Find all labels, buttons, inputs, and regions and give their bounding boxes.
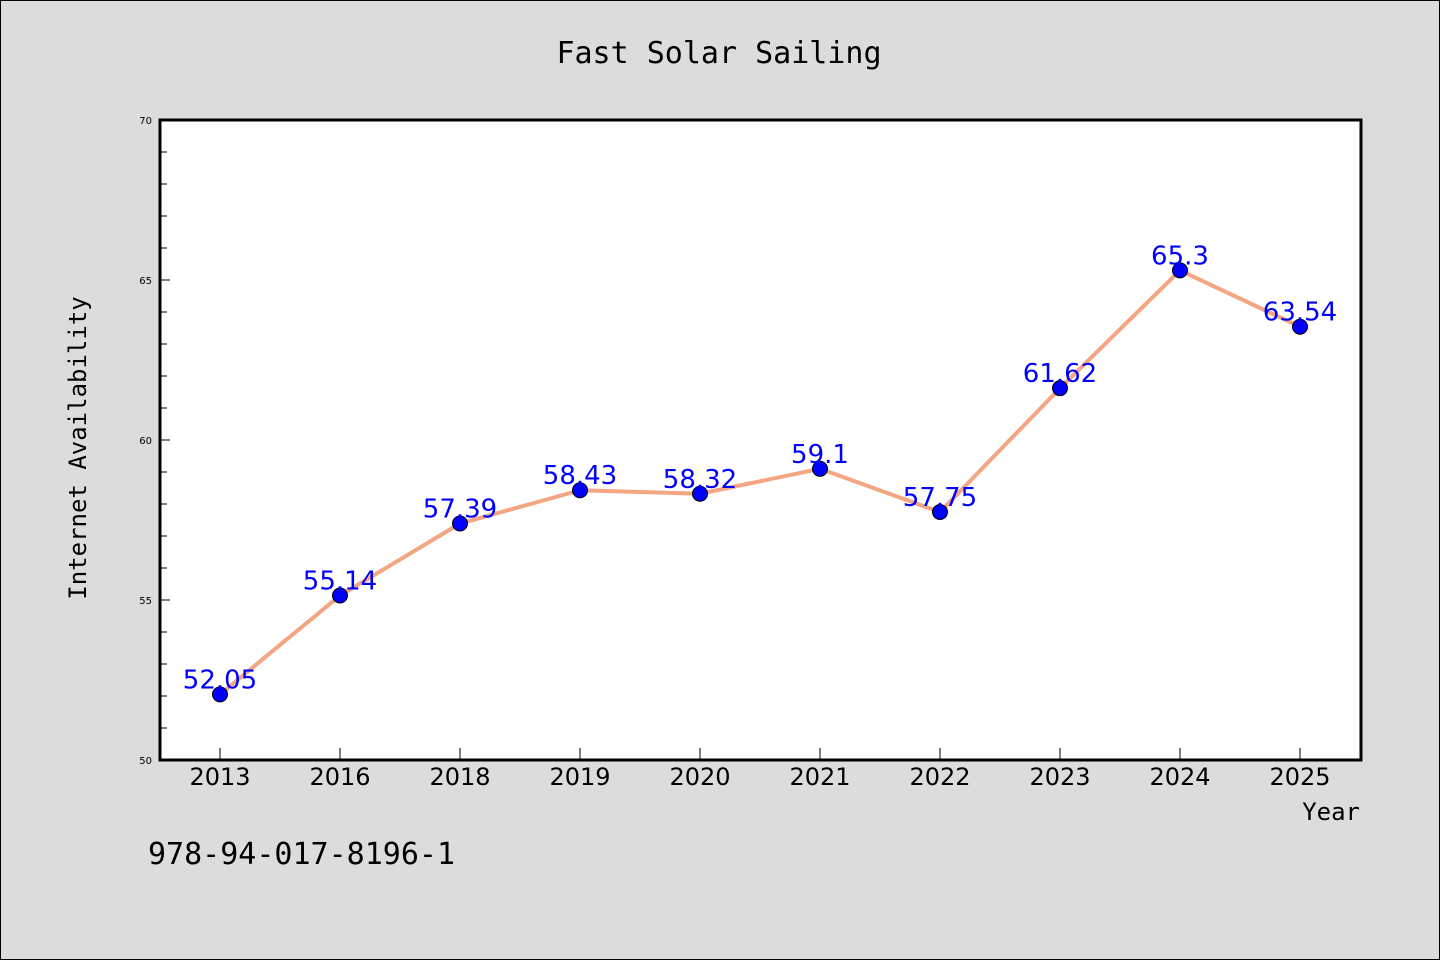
data-point	[212, 686, 228, 703]
x-tick-label: 2019	[549, 763, 610, 791]
plot-frame	[158, 118, 1363, 762]
data-label: 58.43	[543, 461, 617, 491]
data-point	[932, 504, 948, 520]
data-point	[1052, 380, 1068, 397]
data-label: 55.14	[303, 567, 377, 597]
x-tick-label: 2020	[669, 763, 730, 791]
x-axis-title: Year	[1302, 798, 1360, 826]
x-tick-label: 2018	[429, 763, 490, 791]
footer-isbn: 978-94-017-8196-1	[148, 837, 455, 872]
data-label: 57.39	[423, 495, 497, 525]
x-tick-label: 2025	[1269, 763, 1330, 791]
data-point	[572, 482, 588, 499]
data-label: 57.75	[903, 483, 977, 513]
x-tick-label: 2021	[789, 763, 850, 791]
x-tick-label: 2016	[309, 763, 370, 791]
data-label: 58.32	[663, 465, 737, 495]
x-tick-label: 2023	[1029, 763, 1090, 791]
x-tick-label: 2022	[909, 763, 970, 791]
y-tick-label: 60	[139, 436, 152, 447]
y-axis-title: Internet Availability	[64, 296, 92, 599]
data-label: 63.54	[1263, 298, 1337, 328]
data-point	[1172, 262, 1188, 279]
y-tick-label: 70	[139, 116, 152, 127]
axis-ticks: 50 55 60 65 70 2013 2016 2018 2019 2020 2021 2022 20…	[139, 116, 1330, 791]
data-label: 65.3	[1151, 241, 1209, 271]
data-label: 59.1	[791, 440, 849, 470]
series-layer: 52.05 55.14 57.39 58.43 58.32 59.1 57.75 61.62 6…	[183, 241, 1337, 703]
data-label: 61.62	[1023, 359, 1097, 389]
x-tick-label: 2024	[1149, 763, 1210, 791]
y-tick-label: 50	[139, 756, 152, 767]
data-point	[332, 587, 348, 604]
data-point	[692, 485, 708, 502]
data-label: 52.05	[183, 665, 257, 695]
series-line	[218, 268, 1302, 697]
x-tick-label: 2013	[189, 763, 250, 791]
chart-title: Fast Solar Sailing	[556, 36, 881, 71]
data-point	[812, 460, 828, 477]
data-point	[452, 515, 468, 532]
y-tick-label: 55	[139, 596, 152, 607]
plot-area	[160, 120, 1361, 760]
data-point	[1292, 318, 1308, 335]
y-tick-label: 65	[139, 276, 152, 287]
